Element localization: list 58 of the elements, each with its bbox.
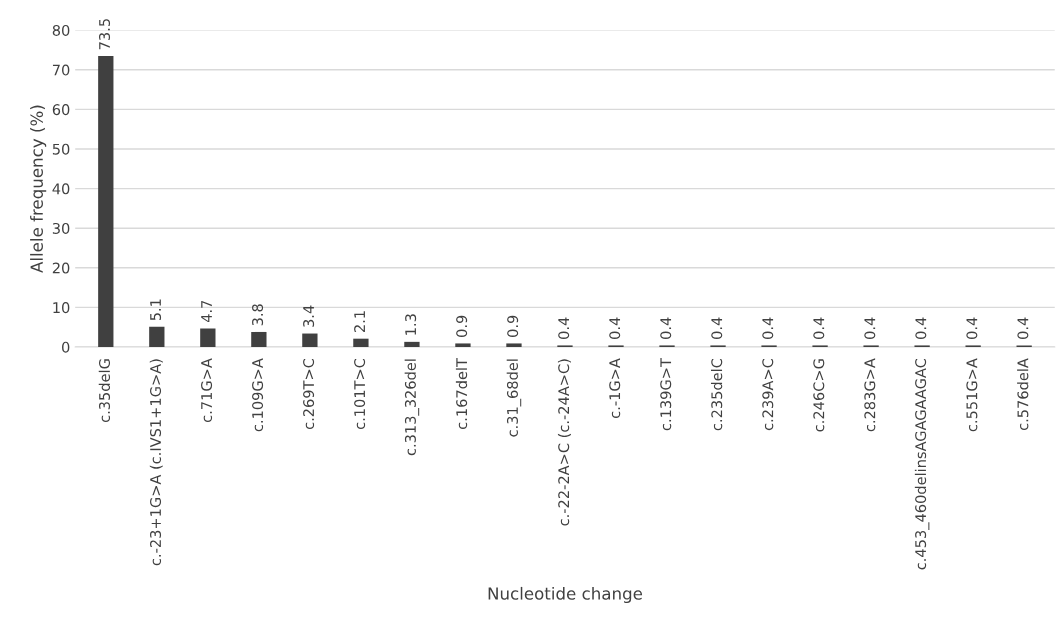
bar — [353, 338, 369, 347]
data-label: 0.4 — [1017, 317, 1029, 339]
y-tick-label: 70 — [52, 64, 70, 76]
y-tick-label: 30 — [52, 222, 70, 234]
x-axis-title: Nucleotide change — [488, 586, 643, 604]
x-tick-label: c.35delG — [98, 359, 111, 423]
x-tick-label: c.551G>A — [966, 358, 978, 432]
x-tick-label: c.235delC — [710, 358, 723, 431]
y-tick-label: 10 — [53, 302, 70, 314]
data-label: 4.7 — [201, 300, 212, 323]
data-label: 0.4 — [711, 317, 723, 339]
data-label: 0.4 — [660, 317, 672, 339]
data-label: 0.4 — [966, 317, 978, 339]
data-label: 0.4 — [915, 317, 927, 339]
x-tick-label: c.-22-2A>C (c.-24A>C) — [557, 359, 571, 526]
bar — [149, 326, 165, 347]
x-tick-label: c.313_326del — [404, 359, 420, 456]
x-tick-label: c.31_68del — [506, 359, 522, 437]
data-label: 0.4 — [762, 317, 774, 339]
x-tick-label: c.453_460delinsAGAGAAGAC — [914, 358, 930, 570]
x-tick-label: c.139G>T — [660, 358, 672, 431]
x-tick-label: c.167delT — [455, 358, 468, 429]
x-tick-label: c.576delA — [1017, 358, 1029, 431]
x-tick-label: c.109G>A — [252, 358, 264, 432]
x-tick-label: c.71G>A — [201, 358, 213, 423]
y-tick-label: 20 — [52, 262, 70, 274]
x-tick-label: c.246C>G — [813, 359, 825, 432]
data-label: 0.4 — [864, 317, 876, 339]
x-tick-label: c.101T>C — [354, 358, 366, 430]
data-label: 0.4 — [558, 317, 570, 339]
x-tick-label: c.283G>A — [864, 358, 876, 432]
data-label: 0.9 — [456, 315, 468, 337]
x-tick-label: c.-1G>A — [609, 358, 621, 418]
y-axis-title: Allele frequency (%) — [30, 105, 47, 273]
y-tick-label: 0 — [62, 341, 70, 353]
y-tick-label: 60 — [52, 104, 70, 116]
y-tick-label: 50 — [52, 143, 70, 155]
bar — [251, 331, 267, 347]
data-label: 1.3 — [405, 314, 417, 335]
data-label: 3.8 — [252, 304, 264, 326]
bar — [506, 343, 522, 347]
data-label: 0.9 — [507, 315, 519, 337]
x-tick-label: c.269T>C — [303, 358, 315, 430]
data-label: 3.4 — [303, 305, 315, 327]
bar — [200, 328, 216, 347]
data-label: 73.5 — [99, 19, 111, 50]
data-label: 0.4 — [813, 317, 825, 339]
data-label: 0.4 — [609, 317, 621, 339]
data-label: 5.1 — [150, 299, 162, 321]
y-tick-label: 80 — [52, 24, 70, 36]
bar — [404, 341, 420, 347]
bar — [302, 333, 318, 347]
data-label: 2.1 — [354, 311, 365, 333]
y-tick-label: 40 — [52, 183, 70, 195]
bar — [455, 343, 471, 347]
bar — [98, 55, 114, 347]
x-tick-label: c.239A>C — [762, 358, 774, 431]
x-tick-label: c.-23+1G>A (c.IVS1+1G>A) — [149, 359, 163, 566]
